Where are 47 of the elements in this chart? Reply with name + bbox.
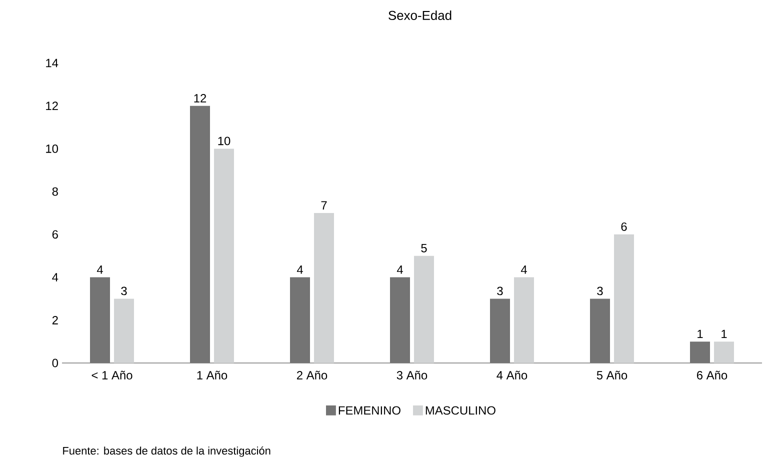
y-tick-label: 12 (46, 102, 58, 110)
bar (414, 256, 434, 363)
x-tick-label: 6 Año (696, 370, 728, 380)
data-label: 1 (722, 330, 727, 338)
x-tick-label: < 1 Año (92, 370, 132, 380)
x-tick-label: 3 Año (396, 370, 428, 380)
bar (114, 298, 134, 363)
data-label: 12 (194, 94, 206, 102)
legend-label: FEMENINO (338, 406, 400, 415)
data-label: 6 (621, 222, 627, 231)
bar (290, 277, 310, 363)
data-label: 7 (321, 201, 327, 210)
data-label: 5 (421, 244, 427, 252)
data-label: 4 (96, 266, 103, 274)
bar (714, 342, 734, 363)
data-label: 3 (121, 286, 127, 296)
x-tick-label: 1 Año (197, 370, 228, 380)
x-tick-label: 4 Año (496, 370, 528, 380)
data-label: 4 (396, 266, 403, 274)
data-label: 4 (296, 266, 303, 274)
bar (214, 148, 234, 363)
y-tick-label: 14 (46, 58, 58, 68)
bar (190, 106, 210, 363)
bar (514, 277, 534, 363)
data-label: 3 (497, 286, 503, 296)
data-label: 1 (698, 330, 703, 338)
bar (314, 213, 334, 363)
bar (490, 298, 510, 363)
bar (590, 298, 610, 363)
y-tick-label: 8 (52, 187, 58, 196)
x-tick-label: 5 Año (596, 370, 628, 380)
x-tick-label: 2 Año (296, 370, 328, 380)
bar (390, 277, 410, 363)
y-tick-label: 6 (52, 230, 58, 239)
legend-label: MASCULINO (426, 406, 496, 415)
data-label: 4 (520, 266, 527, 274)
y-tick-label: 2 (52, 316, 58, 324)
data-label: 3 (597, 286, 603, 296)
bar (90, 277, 110, 363)
source-note: Fuente: bases de datos de la investigación (63, 446, 270, 457)
data-label: 10 (218, 136, 230, 146)
bar (690, 342, 710, 363)
chart-title: Sexo-Edad (388, 10, 452, 20)
y-tick-label: 0 (52, 358, 58, 368)
y-tick-label: 10 (46, 144, 58, 153)
y-tick-label: 4 (52, 273, 58, 282)
bar (614, 234, 634, 363)
